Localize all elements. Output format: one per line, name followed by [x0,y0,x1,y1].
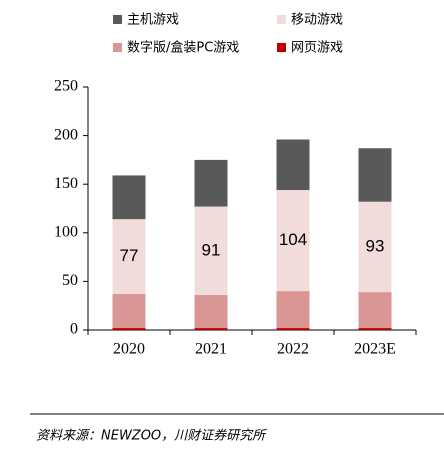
bar-segment [112,219,146,295]
legend-label: 移动游戏 [291,13,343,28]
x-tick-label: 2022 [277,341,309,358]
bar-segment [194,328,228,330]
data-label: 77 [120,246,139,265]
y-tick-label: 150 [54,175,78,192]
source-note: 资料来源：NEWZOO，川财证券研究所 [36,428,267,444]
y-tick-label: 0 [70,321,78,338]
bar-segment [112,175,146,220]
legend-swatch [277,43,286,52]
bar-segment [276,291,310,329]
bar-segment [358,148,392,202]
y-tick-label: 50 [62,272,78,289]
x-tick-label: 2023E [354,341,396,358]
legend-swatch [277,15,286,24]
legend-label: 数字版/盒装PC游戏 [127,40,239,56]
y-tick-label: 100 [54,223,78,240]
data-label: 93 [366,236,385,255]
bar-segment [276,190,310,292]
bar-segment [112,294,146,329]
legend-swatch [113,15,122,24]
x-tick-label: 2020 [113,341,145,358]
y-tick-label: 200 [54,126,78,143]
legend-swatch [113,43,122,52]
bar-segment [194,295,228,329]
bar-segment [358,292,392,329]
bar-segment [276,139,310,191]
x-tick-label: 2021 [195,341,227,358]
legend-label: 网页游戏 [291,41,343,56]
bar-segment [194,159,228,207]
data-label: 91 [202,240,221,259]
bar-segment [276,328,310,330]
bar-segment [358,328,392,330]
legend-label: 主机游戏 [127,13,179,28]
bar-segment [358,201,392,293]
bar-segment [112,328,146,330]
data-label: 104 [279,230,307,249]
y-tick-label: 250 [54,78,78,95]
bar-segment [194,206,228,296]
